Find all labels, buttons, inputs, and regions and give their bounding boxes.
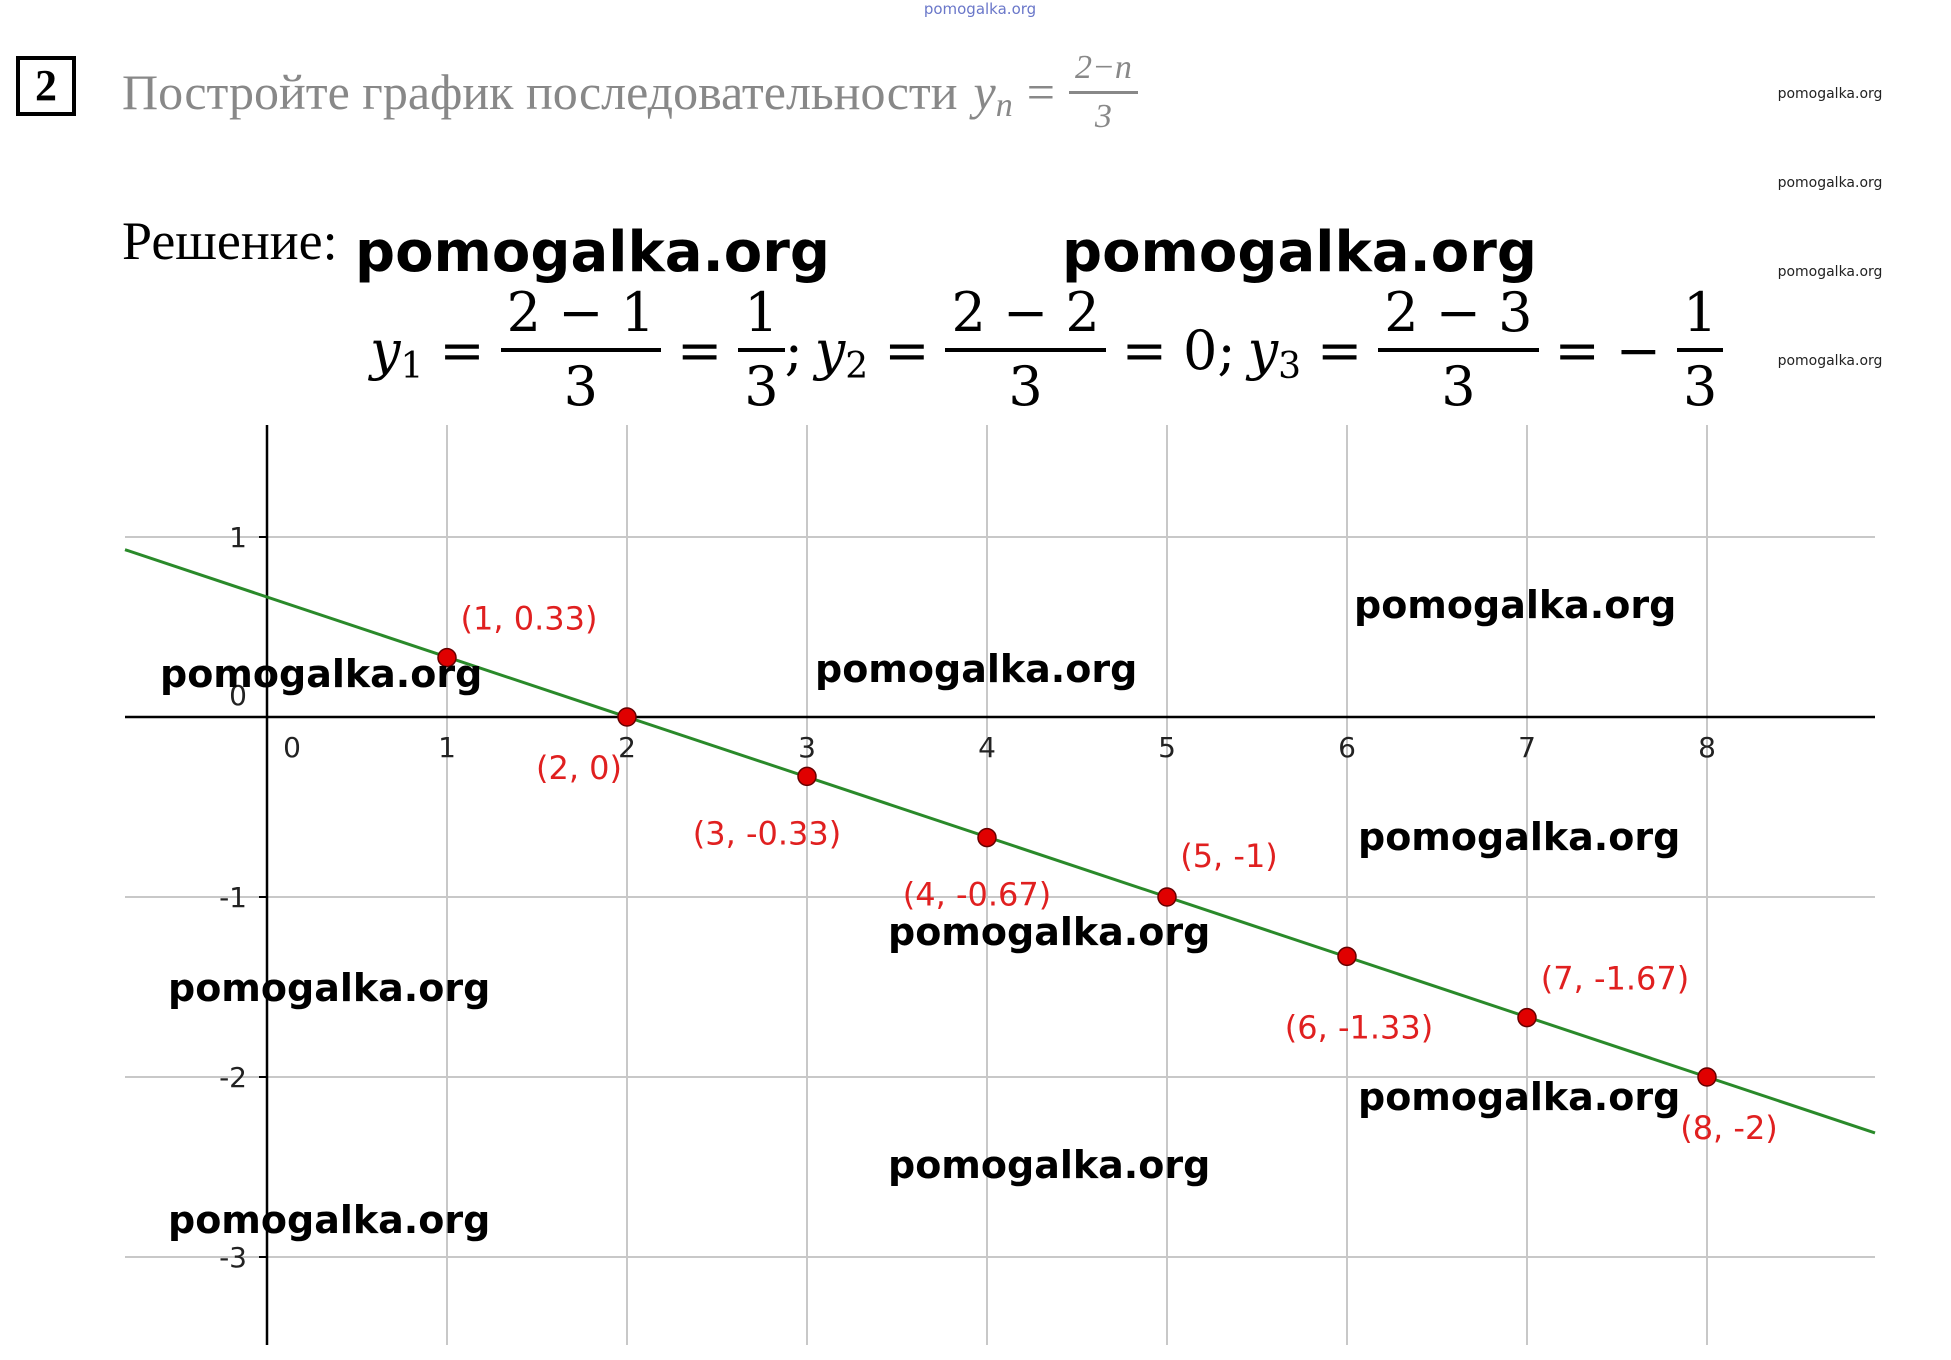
watermark-side: pomogalka.org	[1777, 175, 1883, 191]
separator: ;	[1217, 318, 1236, 382]
y-tick-label: -3	[219, 1241, 247, 1274]
watermark-big: pomogalka.org	[1062, 220, 1537, 285]
task-fraction: 2−n 3	[1068, 48, 1138, 135]
task-number: 2	[16, 56, 76, 116]
equals-sign: =	[439, 318, 485, 382]
watermark-side: pomogalka.org	[1777, 353, 1883, 369]
watermark-chart: pomogalka.org	[1358, 1075, 1681, 1119]
equals-sign: =	[676, 318, 723, 382]
task-denominator: 3	[1094, 97, 1112, 135]
term2-denominator: 3	[1008, 355, 1043, 418]
minus-sign: −	[1615, 318, 1662, 382]
watermark-side: pomogalka.org	[1777, 86, 1883, 102]
y-tick-label: -2	[219, 1061, 247, 1094]
term3-result-denominator: 3	[1683, 355, 1718, 418]
data-point	[617, 707, 637, 727]
point-label: (1, 0.33)	[461, 600, 598, 638]
watermark-chart: pomogalka.org	[888, 910, 1211, 954]
equals-sign: =	[1316, 318, 1363, 382]
point-label: (3, -0.33)	[693, 814, 841, 852]
data-point	[1157, 887, 1177, 907]
x-tick-label: 1	[438, 731, 456, 764]
watermark-chart: pomogalka.org	[160, 652, 483, 696]
data-point	[1337, 946, 1357, 967]
term1-numerator: 2 − 1	[506, 281, 655, 344]
y-tick-label: -1	[219, 881, 247, 914]
term2-sub: 2	[845, 345, 869, 387]
task-variable: y	[973, 64, 996, 120]
data-point	[1517, 1007, 1537, 1028]
term3-result-numerator: 1	[1683, 281, 1718, 344]
data-point	[797, 766, 817, 787]
equals-sign: =	[1554, 318, 1600, 382]
point-label: (4, -0.67)	[903, 876, 1051, 914]
point-label: (5, -1)	[1180, 837, 1278, 875]
watermark-chart: pomogalka.org	[888, 1143, 1211, 1187]
task-subscript: n	[995, 87, 1013, 124]
term2-numerator: 2 − 2	[951, 281, 1100, 344]
term1-result-numerator: 1	[744, 281, 779, 344]
watermark-chart: pomogalka.org	[1358, 815, 1681, 859]
term1-result: 1 3	[738, 281, 785, 418]
data-point	[977, 827, 997, 848]
term1-result-denominator: 3	[744, 355, 779, 418]
term1-denominator: 3	[563, 355, 598, 418]
point-label: (7, -1.67)	[1541, 960, 1689, 998]
watermark-chart: pomogalka.org	[168, 1198, 491, 1242]
watermark-chart: pomogalka.org	[1354, 583, 1677, 627]
term3-denominator: 3	[1441, 355, 1476, 418]
separator: ;	[784, 318, 803, 382]
watermark-top: pomogalka.org	[923, 0, 1037, 18]
term2-fraction: 2 − 2 3	[945, 281, 1106, 418]
y-tick-label: 1	[229, 521, 247, 554]
x-tick-label: 2	[618, 731, 636, 764]
term3-var: y	[1247, 318, 1279, 382]
term2-result: 0	[1183, 318, 1218, 382]
task-numerator: 2−n	[1074, 48, 1132, 86]
term3-numerator: 2 − 3	[1384, 281, 1533, 344]
equals-sign: =	[1121, 318, 1167, 382]
watermark-side: pomogalka.org	[1777, 264, 1883, 280]
data-point	[437, 647, 457, 668]
point-label: (2, 0)	[536, 749, 622, 787]
term1-var: y	[370, 318, 401, 382]
x-tick-label: 8	[1698, 731, 1716, 764]
point-label: (8, -2)	[1680, 1109, 1778, 1147]
watermark-chart: pomogalka.org	[168, 966, 491, 1010]
x-tick-label: 7	[1518, 731, 1536, 764]
x-tick-label: 4	[978, 731, 996, 764]
term2-var: y	[814, 318, 846, 382]
sequence-line	[124, 548, 1876, 1135]
x-tick-label: 6	[1338, 731, 1356, 764]
watermark-chart: pomogalka.org	[815, 647, 1138, 691]
equals-sign: =	[884, 318, 930, 382]
term3-fraction: 2 − 3 3	[1378, 281, 1539, 418]
point-label: (6, -1.33)	[1285, 1008, 1433, 1046]
term1-sub: 1	[400, 345, 424, 387]
y-tick-label: 0	[229, 679, 247, 712]
task-equals: =	[1026, 64, 1055, 120]
term1-fraction: 2 − 1 3	[500, 281, 661, 418]
data-point	[1697, 1067, 1717, 1087]
solution-label: Решение:	[122, 211, 338, 271]
x-tick-label: 5	[1158, 731, 1176, 764]
term3-sub: 3	[1278, 345, 1301, 387]
term3-result: 1 3	[1677, 281, 1724, 418]
task-text: Постройте график последовательности	[122, 64, 958, 120]
x-tick-label: 0	[283, 731, 301, 764]
x-tick-label: 3	[798, 731, 816, 764]
watermark-big: pomogalka.org	[355, 220, 830, 285]
